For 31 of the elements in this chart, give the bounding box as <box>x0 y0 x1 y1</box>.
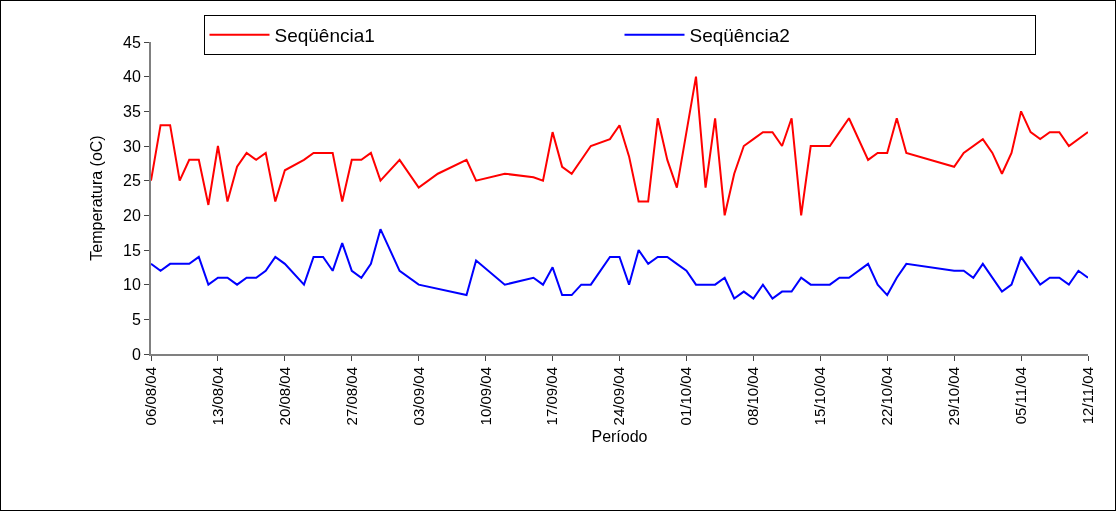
x-axis-title: Período <box>591 427 648 445</box>
y-tick-label: 0 <box>131 345 141 363</box>
y-tick-label: 20 <box>123 206 141 224</box>
x-tick-label: 24/09/04 <box>610 367 628 426</box>
y-tick-label: 30 <box>123 137 141 155</box>
y-tick-label: 5 <box>131 310 141 328</box>
x-tick-label: 12/11/04 <box>1078 367 1096 425</box>
x-tick-label: 27/08/04 <box>342 367 360 426</box>
legend-label: Seqüência1 <box>274 25 375 47</box>
x-tick-label: 20/08/04 <box>275 367 293 426</box>
legend-label: Seqüência2 <box>689 25 790 47</box>
y-tick-label: 25 <box>123 172 141 190</box>
x-tick-label: 13/08/04 <box>208 367 226 426</box>
y-tick-label: 40 <box>123 68 141 86</box>
x-tick-label: 29/10/04 <box>945 367 963 426</box>
y-axis-title: Temperatura (oC) <box>88 135 106 261</box>
x-tick-label: 17/09/04 <box>543 367 561 426</box>
x-tick-label: 05/11/04 <box>1011 367 1029 425</box>
x-tick-label: 06/08/04 <box>141 367 159 426</box>
x-tick-label: 22/10/04 <box>878 367 896 426</box>
y-tick-label: 15 <box>123 241 141 259</box>
line-series <box>151 75 1088 217</box>
x-tick-label: 10/09/04 <box>476 367 494 426</box>
x-tick-label: 15/10/04 <box>811 367 829 426</box>
y-tick-label: 45 <box>123 33 141 51</box>
line-series <box>151 228 1088 300</box>
x-tick-label: 01/10/04 <box>677 367 695 426</box>
x-tick-label: 03/09/04 <box>409 367 427 426</box>
y-tick-label: 10 <box>123 276 141 294</box>
y-tick-label: 35 <box>123 102 141 120</box>
x-tick-label: 08/10/04 <box>744 367 762 426</box>
